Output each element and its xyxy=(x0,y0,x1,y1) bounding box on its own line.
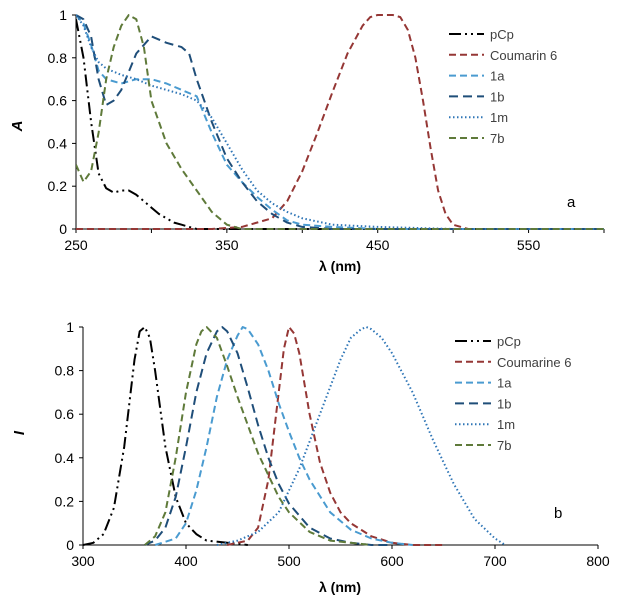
legend-label: 7b xyxy=(497,438,511,453)
y-tick-label: 1 xyxy=(59,7,67,23)
legend-label: 1m xyxy=(490,110,508,125)
legend-label: 1a xyxy=(490,69,505,84)
x-tick-label: 500 xyxy=(277,553,301,569)
x-tick-label: 700 xyxy=(483,553,507,569)
x-tick-label: 600 xyxy=(380,553,404,569)
legend-label: pCp xyxy=(490,27,514,42)
y-tick-label: 0 xyxy=(59,221,67,237)
x-tick-label: 400 xyxy=(174,553,198,569)
y-tick-label: 0.8 xyxy=(48,50,68,66)
x-tick-label: 350 xyxy=(215,237,239,253)
series-line-pcp xyxy=(83,326,248,546)
x-tick-label: 550 xyxy=(517,237,541,253)
y-tick-label: 0.8 xyxy=(55,363,75,379)
y-tick-label: 1 xyxy=(66,319,74,335)
series-line-1m xyxy=(216,326,506,546)
x-tick-label: 800 xyxy=(586,553,610,569)
series-line-coumarin-6 xyxy=(76,14,604,230)
x-tick-label: 300 xyxy=(71,553,95,569)
series-line-1m xyxy=(76,14,604,230)
legend-label: 7b xyxy=(490,131,504,146)
y-axis-title: I xyxy=(11,430,28,435)
legend-label: 1a xyxy=(497,376,512,391)
series-line-1a xyxy=(76,14,604,230)
x-tick-label: 250 xyxy=(64,237,88,253)
x-tick-label: 450 xyxy=(366,237,390,253)
y-tick-label: 0.6 xyxy=(48,93,68,109)
x-axis-title: λ (nm) xyxy=(319,579,361,595)
legend-label: Coumarine 6 xyxy=(497,355,571,370)
legend-label: 1b xyxy=(490,89,504,104)
panel-label: b xyxy=(554,505,562,522)
series-line-1b xyxy=(76,14,604,230)
legend-label: 1m xyxy=(497,417,515,432)
y-tick-label: 0.2 xyxy=(55,493,75,509)
y-tick-label: 0.4 xyxy=(55,450,75,466)
panel-b: 0 0.2 0.4 0.6 0.8 1 300 400 500 600 700 800 λ (nm) Ip… xyxy=(11,319,610,595)
panel-label: a xyxy=(567,194,576,211)
series-line-1a xyxy=(154,326,413,546)
legend-label: 1b xyxy=(497,396,511,411)
y-tick-label: 0.4 xyxy=(48,135,68,151)
series-line-7b xyxy=(144,326,372,546)
y-tick-label: 0.2 xyxy=(48,178,68,194)
x-axis-title: λ (nm) xyxy=(319,258,361,274)
y-tick-label: 0 xyxy=(66,537,74,553)
series-line-1b xyxy=(144,326,392,546)
legend-label: Coumarin 6 xyxy=(490,48,557,63)
y-axis-title: A xyxy=(9,121,26,133)
series-line-coumarine-6 xyxy=(226,326,444,546)
y-tick-label: 0.6 xyxy=(55,406,75,422)
legend-label: pCp xyxy=(497,334,521,349)
